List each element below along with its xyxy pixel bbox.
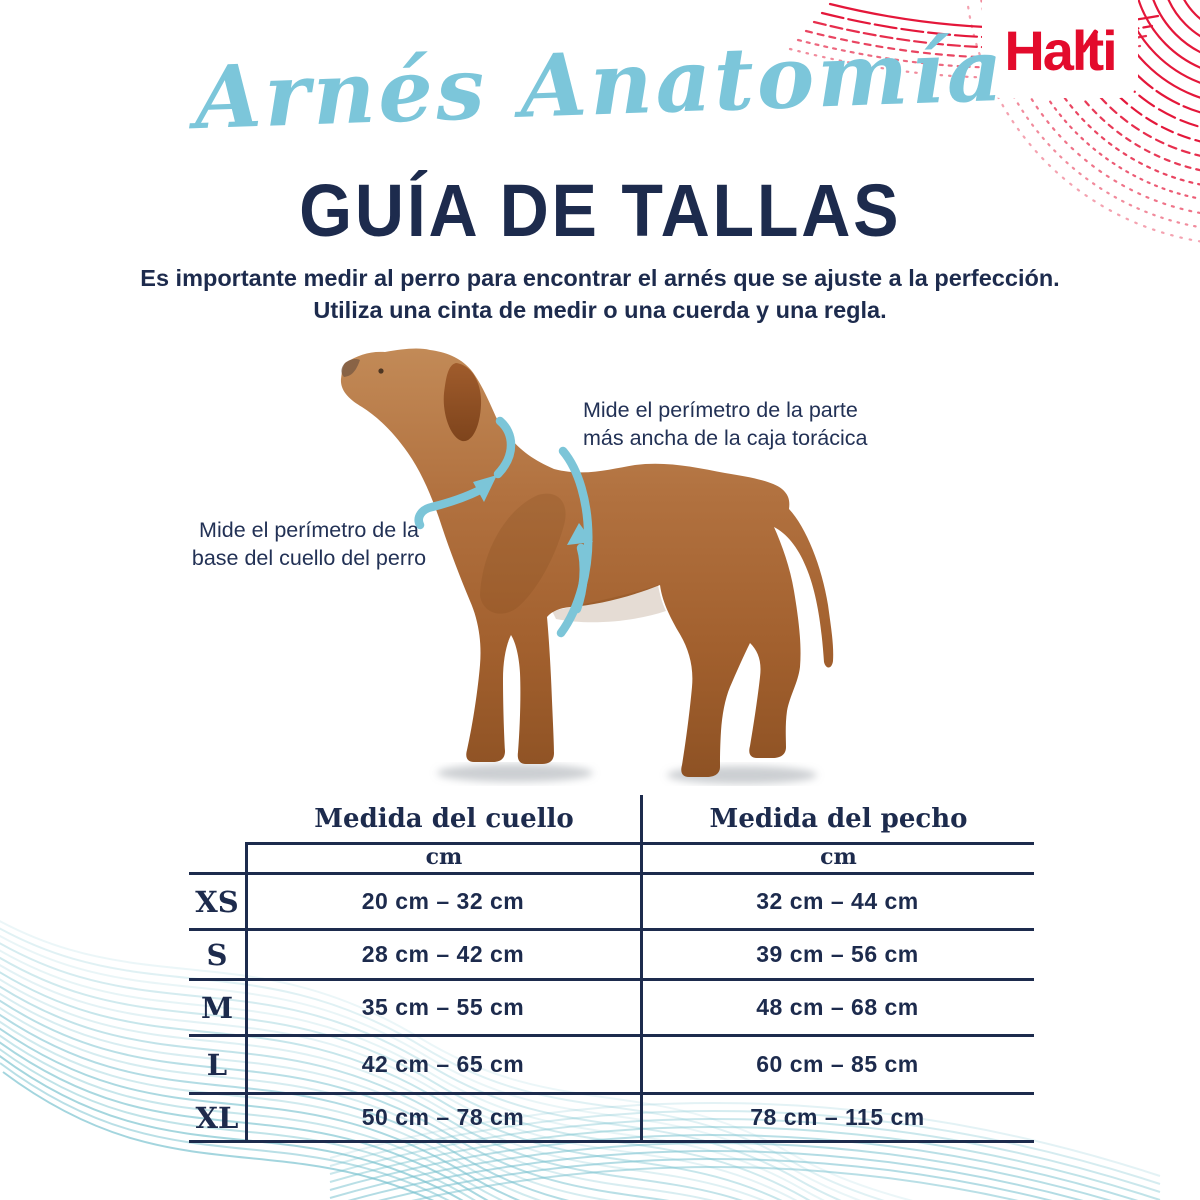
intro-line-2: Utiliza una cinta de medir o una cuerda … (313, 297, 887, 323)
unit-neck: cm (425, 844, 463, 870)
table-line-2 (189, 978, 1034, 981)
table-divider-sizes (245, 842, 248, 1143)
dog-shoulder-shade (480, 493, 566, 614)
dog-shadow (437, 764, 817, 784)
table-divider-center (640, 795, 643, 1143)
table-row: S 28 cm – 42 cm 39 cm – 56 cm (189, 931, 1034, 978)
neck-range: 28 cm – 42 cm (361, 941, 525, 967)
arrowheads (473, 475, 593, 545)
chest-note-line-2: más ancha de la caja torácica (583, 426, 868, 450)
column-header-chest: Medida del pecho (709, 804, 968, 834)
chest-range: 60 cm – 85 cm (756, 1051, 919, 1077)
table-row: XS 20 cm – 32 cm 32 cm – 44 cm (189, 875, 1034, 928)
chest-arrowhead (567, 523, 593, 545)
size-label: S (206, 937, 228, 972)
neck-range: 50 cm – 78 cm (361, 1104, 525, 1130)
table-row: M 35 cm – 55 cm 48 cm – 68 cm (189, 981, 1034, 1034)
chest-range: 39 cm – 56 cm (756, 941, 919, 967)
chest-range: 32 cm – 44 cm (756, 888, 919, 914)
page-title: GUÍA DE TALLAS (298, 169, 902, 252)
size-table: Medida del cuello Medida del pecho cm cm… (189, 795, 1034, 1147)
table-line-under-units (189, 872, 1034, 875)
neck-range: 42 cm – 65 cm (361, 1051, 525, 1077)
chest-note-line-1: Mide el perímetro de la parte (583, 398, 858, 422)
dog-belly-shade (552, 585, 666, 623)
chest-range: 78 cm – 115 cm (750, 1104, 925, 1130)
neck-range: 20 cm – 32 cm (361, 888, 525, 914)
column-header-neck: Medida del cuello (314, 804, 574, 834)
halti-logo: Halti (1004, 19, 1117, 82)
chest-range: 48 cm – 68 cm (756, 994, 919, 1020)
dog-photo-illustration (340, 348, 834, 784)
table-line-1 (189, 928, 1034, 931)
unit-chest: cm (820, 844, 857, 870)
size-label: M (200, 990, 234, 1025)
intro-line-1: Es importante medir al perro para encont… (140, 265, 1060, 291)
neck-arrow-lower-arc (414, 485, 485, 530)
dog-nose (341, 359, 360, 377)
table-line-4 (189, 1092, 1034, 1095)
size-label: XL (195, 1100, 239, 1135)
table-line-bottom (189, 1140, 1034, 1143)
neck-arrowhead (473, 475, 497, 502)
dog-eye (378, 368, 384, 374)
size-label: XS (195, 884, 239, 919)
neck-range: 35 cm – 55 cm (361, 994, 525, 1020)
neck-note-line-1: Mide el perímetro de la (199, 518, 419, 542)
table-line-3 (189, 1034, 1034, 1037)
brand-logo-card: Halti (982, 0, 1138, 98)
neck-arrow-upper-arc (493, 416, 516, 479)
neck-note-line-2: base del cuello del perro (191, 546, 427, 570)
chest-measure-note: Mide el perímetro de la parte más ancha … (583, 396, 867, 452)
intro-paragraph: Es importante medir al perro para encont… (0, 262, 1200, 326)
chest-arrow-shaft (572, 543, 589, 614)
table-row: XL 50 cm – 78 cm 78 cm – 115 cm (189, 1095, 1034, 1140)
size-label: L (206, 1047, 228, 1082)
table-line-under-headers (245, 842, 1034, 845)
neck-measure-note: Mide el perímetro de la base del cuello … (176, 516, 442, 572)
dog-ear (443, 363, 482, 442)
table-row: L 42 cm – 65 cm 60 cm – 85 cm (189, 1037, 1034, 1092)
